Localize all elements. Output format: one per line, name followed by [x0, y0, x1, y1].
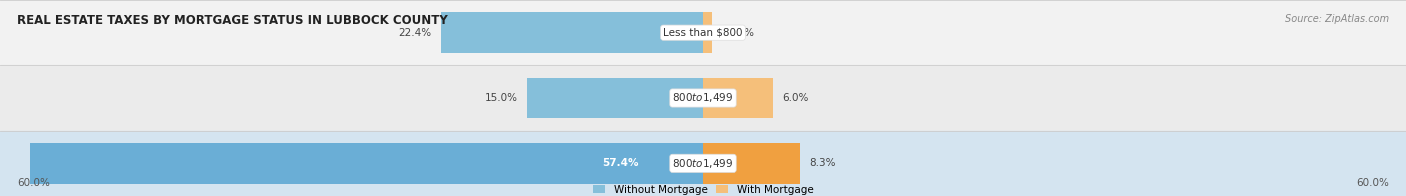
Text: 60.0%: 60.0%: [1357, 178, 1389, 188]
Text: 57.4%: 57.4%: [602, 158, 638, 168]
Bar: [0, 131, 1406, 196]
Text: Source: ZipAtlas.com: Source: ZipAtlas.com: [1285, 14, 1389, 24]
Bar: [703, 12, 713, 53]
Legend: Without Mortgage, With Mortgage: Without Mortgage, With Mortgage: [593, 185, 813, 195]
Text: 6.0%: 6.0%: [783, 93, 808, 103]
Text: $800 to $1,499: $800 to $1,499: [672, 157, 734, 170]
Text: Less than $800: Less than $800: [664, 28, 742, 38]
Text: 15.0%: 15.0%: [485, 93, 517, 103]
Text: REAL ESTATE TAXES BY MORTGAGE STATUS IN LUBBOCK COUNTY: REAL ESTATE TAXES BY MORTGAGE STATUS IN …: [17, 14, 447, 27]
Bar: [703, 78, 773, 118]
Text: $800 to $1,499: $800 to $1,499: [672, 92, 734, 104]
Text: 8.3%: 8.3%: [810, 158, 837, 168]
Bar: [0, 65, 1406, 131]
Bar: [527, 78, 703, 118]
Bar: [31, 143, 703, 184]
Text: 22.4%: 22.4%: [398, 28, 432, 38]
Bar: [0, 0, 1406, 65]
Bar: [440, 12, 703, 53]
Bar: [703, 143, 800, 184]
Text: 60.0%: 60.0%: [17, 178, 49, 188]
Text: 0.79%: 0.79%: [721, 28, 755, 38]
